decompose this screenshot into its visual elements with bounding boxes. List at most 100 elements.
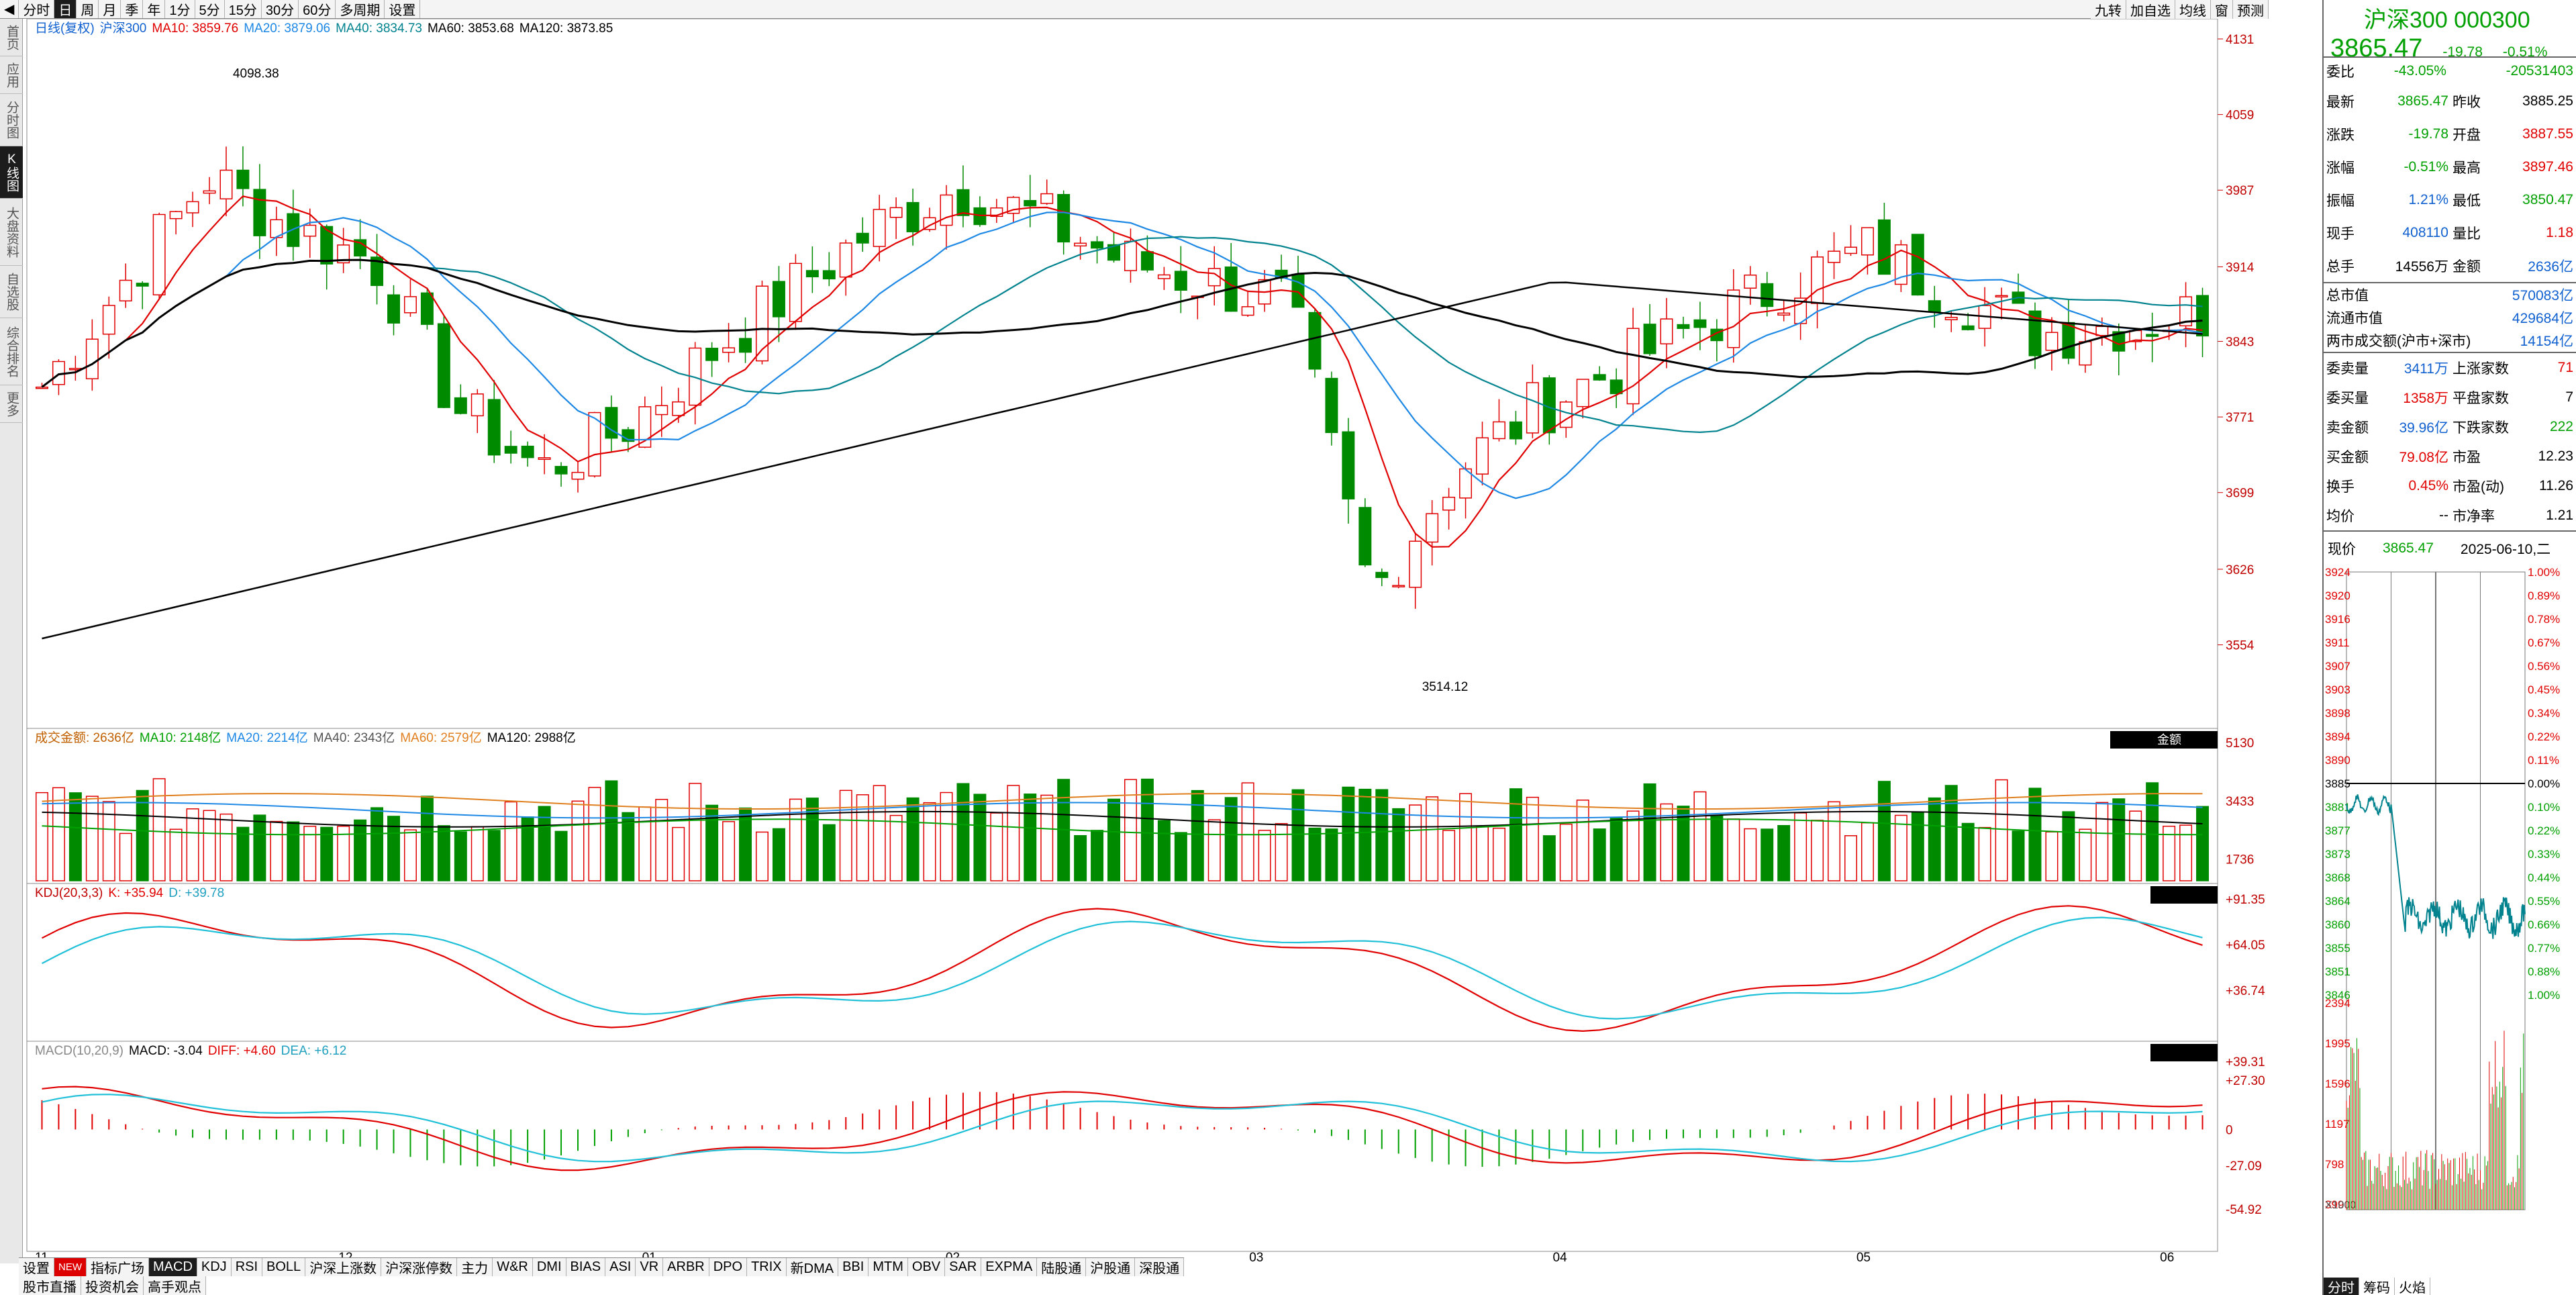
bottom-link[interactable]: 股市直播 (19, 1276, 81, 1295)
indicator-tab[interactable]: TRIX (747, 1258, 787, 1276)
candle[interactable] (1492, 421, 1505, 440)
sidebar-item[interactable]: 更多 (0, 385, 23, 423)
indicator-tab[interactable]: 指标广场 (87, 1258, 149, 1276)
candle[interactable] (1727, 289, 1740, 348)
candle[interactable] (571, 471, 585, 480)
sidebar-item[interactable]: 自选股 (0, 266, 23, 318)
indicator-tab[interactable]: 设置 (19, 1258, 54, 1276)
candle[interactable] (2062, 322, 2075, 359)
candle[interactable] (253, 189, 266, 236)
candle[interactable] (1124, 240, 1137, 271)
sidebar-item[interactable]: K线图 (0, 146, 23, 199)
kdj-param-button[interactable] (2150, 886, 2218, 904)
candle[interactable] (956, 189, 970, 216)
indicator-tab[interactable]: 沪深涨停数 (381, 1258, 458, 1276)
candle[interactable] (370, 256, 384, 286)
candle[interactable] (1894, 244, 1908, 285)
candle[interactable] (839, 242, 852, 278)
toolbar-button[interactable]: 加自选 (2126, 0, 2175, 19)
sidebar-item[interactable]: 首页 (0, 19, 23, 56)
indicator-tab[interactable]: 深股通 (1135, 1258, 1185, 1276)
candle[interactable] (521, 445, 534, 459)
candle[interactable] (1526, 382, 1539, 434)
candle[interactable] (1107, 244, 1121, 261)
period-button[interactable]: 季 (121, 0, 144, 18)
intraday-chart[interactable]: 3924 1.00% 3920 0.89% 3916 0.78% 3911 0.67% 3907… (2324, 565, 2576, 1237)
candle[interactable] (320, 226, 334, 265)
indicator-tab[interactable]: OBV (908, 1258, 946, 1276)
candle[interactable] (889, 207, 903, 218)
candle[interactable] (1576, 379, 1589, 407)
candle[interactable] (2146, 334, 2159, 337)
candle[interactable] (219, 169, 233, 199)
candle[interactable] (1744, 275, 1757, 289)
period-button[interactable]: 30分 (262, 0, 299, 18)
candle[interactable] (1024, 199, 1037, 207)
candle[interactable] (856, 232, 869, 244)
candle[interactable] (1091, 241, 1104, 249)
candle[interactable] (1040, 193, 1054, 204)
period-button[interactable]: 年 (143, 0, 166, 18)
candle[interactable] (1677, 324, 1690, 329)
candle[interactable] (822, 270, 836, 280)
candle[interactable] (437, 323, 450, 408)
candle[interactable] (1074, 242, 1087, 247)
period-button[interactable]: 5分 (195, 0, 225, 18)
amount-toggle-button[interactable] (2110, 731, 2218, 749)
candle[interactable] (805, 270, 819, 278)
period-button[interactable]: 月 (99, 0, 121, 18)
sidebar-item[interactable]: 分时图 (0, 94, 23, 146)
candle[interactable] (1693, 319, 1707, 328)
candle[interactable] (85, 338, 99, 379)
bottom-link[interactable]: 投资机会 (81, 1276, 144, 1295)
candle[interactable] (236, 169, 250, 189)
candle[interactable] (1476, 437, 1489, 475)
indicator-tab[interactable]: RSI (232, 1258, 263, 1276)
candle[interactable] (420, 292, 434, 325)
candle[interactable] (1140, 251, 1154, 271)
candle[interactable] (1057, 193, 1071, 243)
candle[interactable] (119, 279, 132, 301)
candle[interactable] (136, 283, 149, 287)
prev-arrow-icon[interactable]: ◀ (0, 0, 19, 18)
period-button[interactable]: 日 (54, 0, 77, 18)
bottom-link[interactable]: 高手观点 (144, 1276, 206, 1295)
candle[interactable] (588, 412, 601, 477)
candle[interactable] (739, 338, 752, 353)
mini-tab[interactable]: 分时 (2324, 1278, 2359, 1295)
sidebar-item[interactable]: 大盘资料 (0, 199, 23, 266)
indicator-tab[interactable]: NEW (54, 1258, 87, 1276)
mini-tab[interactable]: 筹码 (2359, 1278, 2395, 1295)
indicator-tab[interactable]: W&R (493, 1258, 533, 1276)
candle[interactable] (152, 213, 166, 295)
candle[interactable] (1409, 540, 1422, 588)
candle[interactable] (2179, 296, 2193, 327)
kline-chart[interactable]: 4131 4059 3987 3914 3843 3771 3699 3626 3554 4098… (23, 19, 2269, 1263)
candle[interactable] (1877, 219, 1891, 275)
candle[interactable] (35, 386, 48, 389)
candle[interactable] (186, 201, 199, 213)
candle[interactable] (1174, 271, 1187, 291)
sidebar-item[interactable]: 综合排名 (0, 318, 23, 385)
candle[interactable] (1157, 274, 1171, 279)
candle[interactable] (873, 209, 886, 247)
indicator-tab[interactable]: ARBR (663, 1258, 709, 1276)
indicator-tab[interactable]: SAR (945, 1258, 982, 1276)
period-button[interactable]: 多周期 (336, 0, 385, 18)
indicator-tab[interactable]: MACD (149, 1258, 197, 1276)
candle[interactable] (554, 466, 568, 475)
candle[interactable] (470, 393, 484, 417)
indicator-tab[interactable]: 沪深上涨数 (305, 1258, 382, 1276)
candle[interactable] (337, 244, 350, 264)
candle[interactable] (973, 207, 987, 226)
candle[interactable] (1861, 227, 1874, 256)
candle[interactable] (2079, 341, 2092, 366)
toolbar-button[interactable]: 均线 (2175, 0, 2211, 19)
indicator-tab[interactable]: 沪股通 (1086, 1258, 1136, 1276)
candle[interactable] (1392, 585, 1405, 587)
candle[interactable] (1342, 431, 1355, 499)
candle[interactable] (1593, 374, 1606, 381)
period-button[interactable]: 周 (77, 0, 99, 18)
indicator-tab[interactable]: VR (636, 1258, 664, 1276)
period-button[interactable]: 分时 (19, 0, 55, 18)
